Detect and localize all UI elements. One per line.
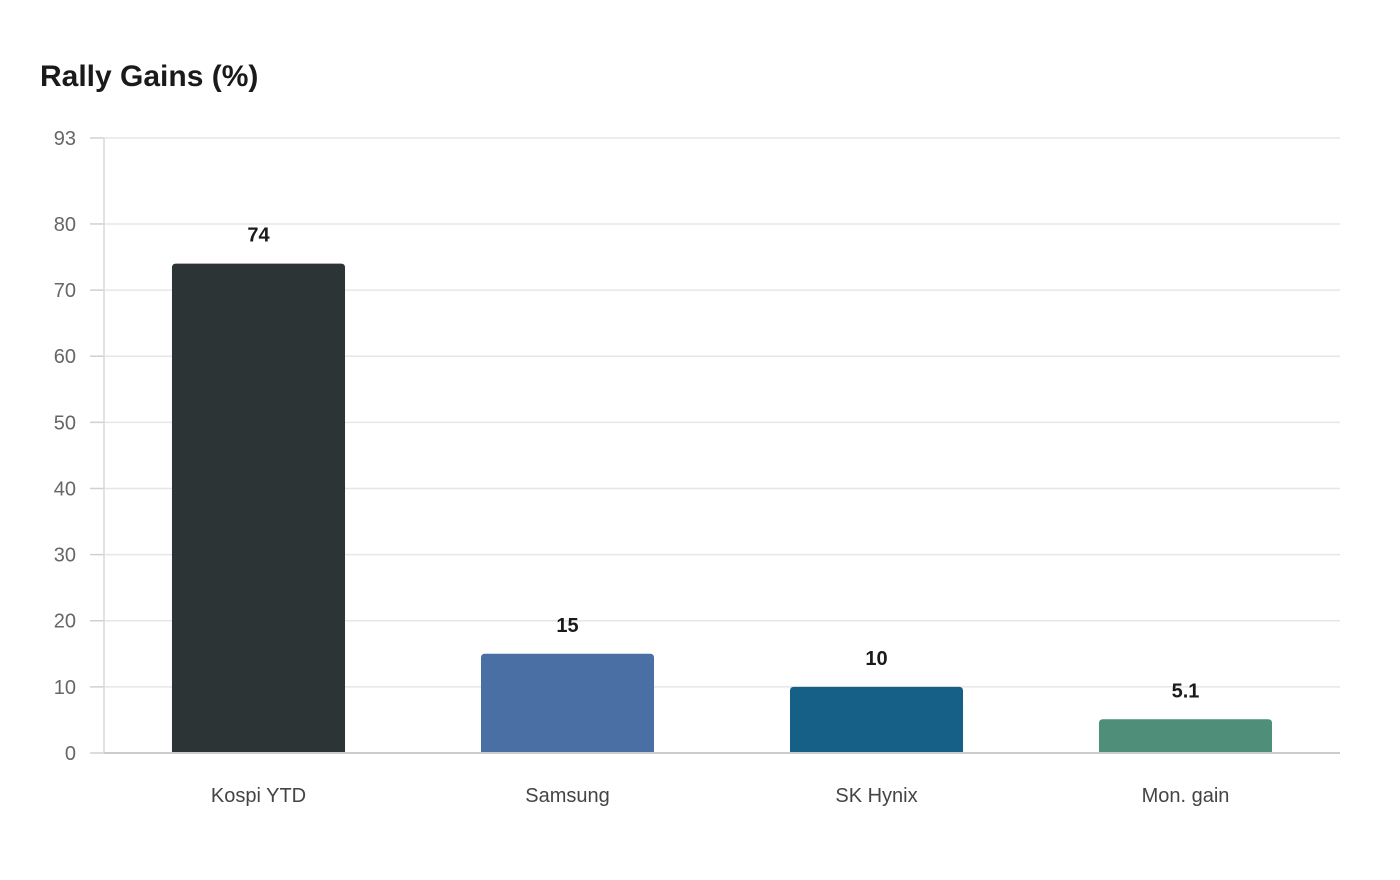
x-category-label: Mon. gain [1142,785,1230,807]
y-tick-label: 60 [54,346,76,368]
y-tick-label: 30 [54,545,76,567]
y-tick-label: 93 [54,128,76,150]
chart-title: Rally Gains (%) [40,60,259,93]
y-tick-label: 0 [65,743,76,765]
x-category-label: SK Hynix [835,785,917,807]
bar-samsung [480,653,655,753]
bar-value-label: 5.1 [1172,680,1200,702]
y-tick-label: 20 [54,611,76,633]
y-tick-label: 80 [54,214,76,236]
bar-sk-hynix [789,686,964,753]
x-category-label: Samsung [525,785,610,807]
y-tick-label: 40 [54,478,76,500]
x-category-label: Kospi YTD [211,785,306,807]
x-axis-labels: Kospi YTD Samsung SK Hynix Mon. gain [211,785,1230,807]
y-tick-label: 50 [54,412,76,434]
bar-mon-gain [1098,719,1273,753]
y-axis-ticks: 0 10 20 30 40 50 60 70 80 93 [54,128,104,765]
bar-kospi-ytd [171,263,346,753]
value-labels: 74 15 10 5.1 [247,225,1199,703]
axes [103,138,1340,754]
bar-value-label: 10 [865,648,887,670]
bars [171,263,1273,753]
bar-value-label: 74 [247,225,270,247]
bar-value-label: 15 [556,615,578,637]
y-tick-label: 10 [54,677,76,699]
y-tick-label: 70 [54,280,76,302]
